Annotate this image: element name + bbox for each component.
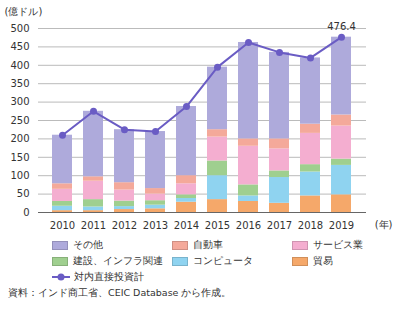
html-text:自動車: 自動車 (193, 239, 223, 250)
svg-text:250: 250 (10, 115, 29, 126)
svg-text:2017: 2017 (267, 220, 292, 231)
svg-text:2015: 2015 (205, 220, 230, 231)
html-text:サービス業: サービス業 (313, 239, 363, 250)
svg-text:(年): (年) (375, 219, 393, 230)
svg-text:150: 150 (10, 152, 29, 163)
svg-text:400: 400 (10, 60, 29, 71)
svg-text:0: 0 (23, 207, 29, 218)
svg-text:2019: 2019 (329, 220, 354, 231)
svg-text:350: 350 (10, 78, 29, 89)
svg-text:50: 50 (17, 188, 30, 199)
svg-text:2016: 2016 (236, 220, 261, 231)
svg-text:476.4: 476.4 (327, 21, 356, 32)
svg-text:100: 100 (10, 170, 29, 181)
html-text:対内直接投資計: 対内直接投資計 (74, 271, 144, 282)
svg-text:(億ドル): (億ドル) (5, 6, 43, 17)
html-text:コンピュータ: コンピュータ (193, 255, 253, 266)
html-text:貿易: 貿易 (313, 255, 333, 266)
svg-text:2011: 2011 (81, 220, 106, 231)
svg-text:2014: 2014 (174, 220, 199, 231)
html-text:建設、インフラ関連: 建設、インフラ関連 (73, 255, 163, 266)
html-text:その他: その他 (73, 239, 103, 250)
svg-text:2018: 2018 (298, 220, 323, 231)
svg-text:450: 450 (10, 41, 29, 52)
svg-text:2012: 2012 (112, 220, 137, 231)
svg-text:200: 200 (10, 133, 29, 144)
svg-text:300: 300 (10, 96, 29, 107)
svg-text:2013: 2013 (143, 220, 168, 231)
svg-text:2010: 2010 (50, 220, 75, 231)
html-text:資料：インド商工省、CEIC Database から作成。: 資料：インド商工省、CEIC Database から作成。 (8, 287, 232, 298)
svg-text:500: 500 (10, 23, 29, 34)
